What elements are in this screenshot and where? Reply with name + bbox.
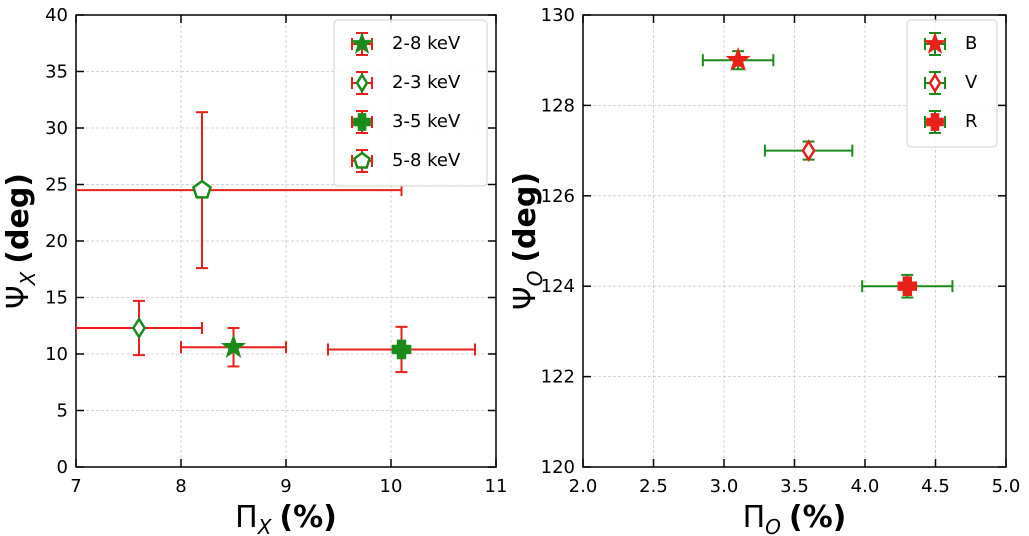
y-axis-label: ΨO (deg) [508, 172, 547, 310]
legend: 2-8 keV 2-3 keV 3-5 keV 5-8 keV [333, 19, 488, 187]
marker [191, 179, 213, 199]
x-tick-label: 8 [175, 476, 186, 497]
axis-subscript: O [765, 515, 781, 536]
y-axis-label: ΨX (deg) [1, 173, 40, 309]
x-tick-label: 5.0 [992, 476, 1021, 497]
x-tick-label: 2.0 [569, 476, 598, 497]
plot-frame [75, 14, 497, 468]
marker [352, 151, 372, 169]
legend-error-symbol [924, 32, 946, 56]
y-tick-label: 120 [541, 457, 575, 478]
legend-label: 2-8 keV [392, 33, 461, 54]
legend-label: 2-3 keV [392, 72, 461, 93]
x-tick-label: 9 [280, 476, 291, 497]
axis-symbol: Π [743, 500, 766, 535]
legend-frame [333, 19, 488, 187]
y-tick-label: 126 [541, 186, 575, 207]
axis-subscript: X [257, 515, 273, 536]
y-tick-label: 124 [541, 276, 575, 297]
marker [353, 113, 371, 131]
marker [355, 72, 369, 94]
legend: BVR [906, 19, 998, 148]
y-tick-label: 15 [45, 288, 68, 309]
marker [801, 139, 816, 162]
axis-symbol: Ψ [1, 285, 36, 309]
marker [897, 276, 918, 296]
x-axis-label: ΠO (%) [743, 500, 847, 536]
axis-unit: (deg) [1, 173, 36, 264]
y-tick-label: 10 [45, 344, 68, 365]
axis-subscript: X [16, 270, 40, 286]
axis-subscript: O [523, 271, 547, 287]
marker [220, 333, 247, 358]
x-tick-label: 7 [70, 476, 81, 497]
y-tick-label: 122 [541, 367, 575, 388]
y-tick-label: 5 [57, 401, 68, 422]
marker [350, 31, 374, 54]
plot-area [701, 46, 954, 299]
x-tick-label: 4.5 [921, 476, 950, 497]
y-tick-label: 35 [45, 62, 68, 83]
x-tick-label: 3.0 [710, 476, 739, 497]
legend-label: B [965, 33, 977, 54]
x-axis-label: ΠX (%) [235, 500, 337, 536]
plot-frame [582, 14, 1007, 468]
marker [725, 46, 751, 71]
x-tick-label: 10 [380, 476, 403, 497]
x-tick-label: 3.5 [780, 476, 809, 497]
axis-unit: (%) [279, 500, 336, 535]
legend-frame [906, 19, 998, 148]
y-tick-label: 128 [541, 95, 575, 116]
x-tick-label: 2.5 [639, 476, 668, 497]
plot-area [76, 111, 476, 374]
x-tick-label: 4.0 [851, 476, 880, 497]
x-tick-label: 11 [485, 476, 508, 497]
panel: 2.0 2.5 3.0 3.5 4.0 4.5 5.0 120 122 124 126 128 130 Π… [508, 5, 1020, 536]
marker [923, 31, 947, 54]
y-tick-label: 30 [45, 118, 68, 139]
legend-label: V [965, 72, 978, 93]
y-tick-label: 20 [45, 231, 68, 252]
axis-symbol: Π [235, 500, 258, 535]
axis-symbol: Ψ [508, 286, 543, 310]
y-tick-label: 130 [541, 5, 575, 26]
marker [928, 72, 942, 94]
marker [131, 316, 147, 340]
marker [926, 113, 944, 131]
marker [391, 339, 412, 360]
legend-label: R [965, 111, 978, 132]
legend-label: 5-8 keV [392, 150, 461, 171]
axis-unit: (deg) [508, 172, 543, 263]
axis-unit: (%) [789, 500, 846, 535]
y-tick-label: 0 [57, 457, 68, 478]
y-tick-label: 40 [45, 5, 68, 26]
legend-label: 3-5 keV [392, 111, 461, 132]
y-tick-label: 25 [45, 175, 68, 196]
